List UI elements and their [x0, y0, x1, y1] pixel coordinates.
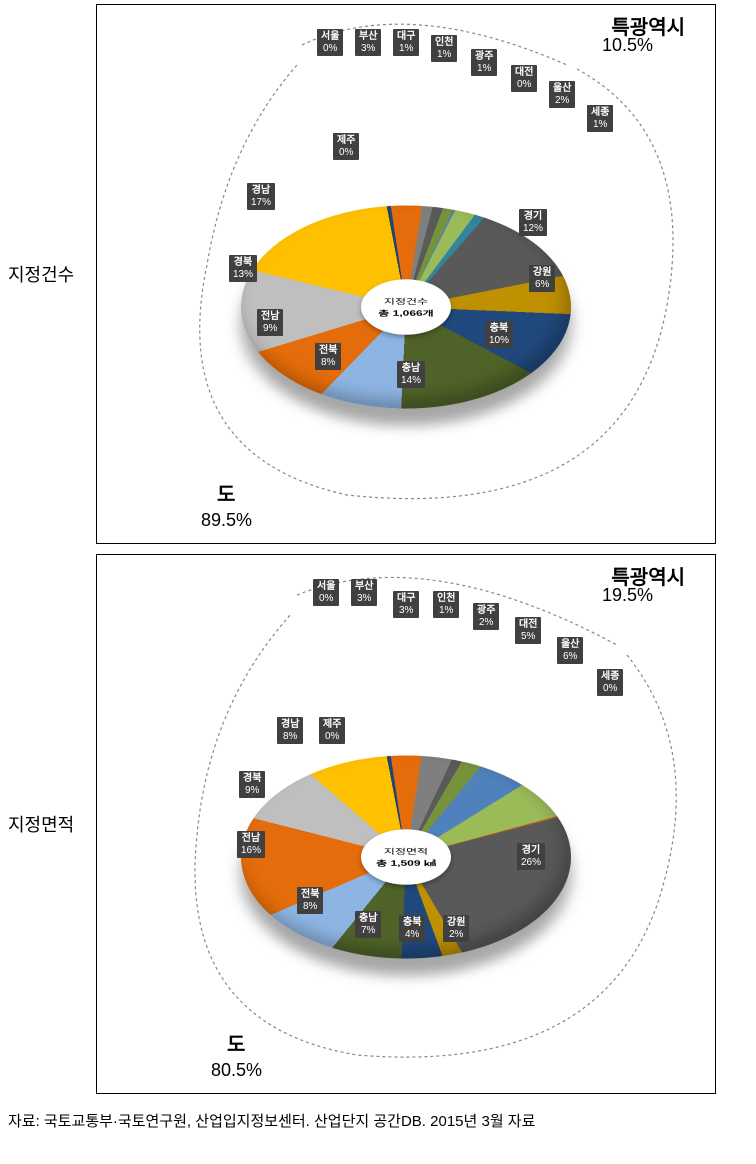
group-bottom-title: 도 [227, 1028, 245, 1057]
group-bottom-pct: 89.5% [201, 510, 252, 531]
chart-box-area: 특광역시 19.5% 도 80.5% 지정면적 총 1,509 ㎢ 서울0%부산… [96, 554, 716, 1094]
center-label: 지정면적 [384, 846, 428, 856]
pie-wrap-count: 지정건수 총 1,066개 [241, 142, 571, 472]
slice-label: 광주2% [473, 603, 499, 630]
slice-label: 인천1% [433, 591, 459, 618]
slice-label: 전북8% [297, 887, 323, 914]
slice-label: 경북9% [239, 771, 265, 798]
slice-label: 대구3% [393, 591, 419, 618]
slice-label: 충북10% [485, 321, 513, 348]
slice-label: 서울0% [313, 579, 339, 606]
slice-label: 대전0% [511, 65, 537, 92]
slice-label: 경남8% [277, 717, 303, 744]
footnote: 자료: 국토교통부·국토연구원, 산업입지정보센터. 산업단지 공간DB. 20… [4, 1104, 752, 1135]
slice-label: 광주1% [471, 49, 497, 76]
slice-label: 전북8% [315, 343, 341, 370]
group-top-pct: 10.5% [602, 35, 653, 56]
row-label: 지정건수 [4, 261, 96, 287]
slice-label: 서울0% [317, 29, 343, 56]
slice-label: 충남14% [397, 361, 425, 388]
slice-label: 울산2% [549, 81, 575, 108]
donut-center: 지정건수 총 1,066개 [361, 279, 451, 334]
chart-box-count: 특광역시 10.5% 도 89.5% 지정건수 총 1,066개 서울0%부산3… [96, 4, 716, 544]
slice-label: 충남7% [355, 911, 381, 938]
slice-label: 강원2% [443, 915, 469, 942]
slice-label: 경기26% [517, 843, 545, 870]
slice-label: 경남17% [247, 183, 275, 210]
slice-label: 부산3% [355, 29, 381, 56]
slice-label: 강원6% [529, 265, 555, 292]
donut-center: 지정면적 총 1,509 ㎢ [361, 829, 451, 884]
slice-label: 충북4% [399, 915, 425, 942]
group-top-pct: 19.5% [602, 585, 653, 606]
chart-row-area: 지정면적 특광역시 19.5% 도 80.5% 지정면적 총 1,509 ㎢ 서… [4, 554, 752, 1094]
center-total: 총 1,066개 [378, 308, 433, 318]
center-total: 총 1,509 ㎢ [376, 858, 436, 868]
slice-label: 제주0% [333, 133, 359, 160]
slice-label: 인천1% [431, 35, 457, 62]
slice-label: 대전5% [515, 617, 541, 644]
slice-label: 울산6% [557, 637, 583, 664]
slice-label: 대구1% [393, 29, 419, 56]
group-bottom-pct: 80.5% [211, 1060, 262, 1081]
slice-label: 세종1% [587, 105, 613, 132]
slice-label: 세종0% [597, 669, 623, 696]
row-label: 지정면적 [4, 811, 96, 837]
slice-label: 부산3% [351, 579, 377, 606]
slice-label: 전남9% [257, 309, 283, 336]
slice-label: 경북13% [229, 255, 257, 282]
chart-row-count: 지정건수 특광역시 10.5% 도 89.5% 지정건수 총 1,066개 서울… [4, 4, 752, 544]
slice-label: 경기12% [519, 209, 547, 236]
slice-label: 제주0% [319, 717, 345, 744]
group-bottom-title: 도 [217, 478, 235, 507]
center-label: 지정건수 [384, 296, 428, 306]
slice-label: 전남16% [237, 831, 265, 858]
